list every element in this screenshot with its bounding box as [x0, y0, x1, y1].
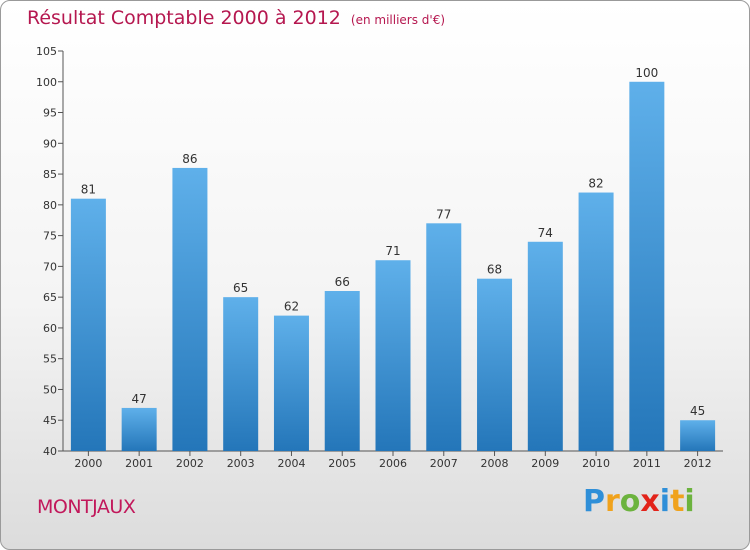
chart-unit: (en milliers d'€)	[350, 13, 446, 27]
y-tick-label: 80	[43, 199, 57, 212]
y-tick-label: 50	[43, 383, 57, 396]
bar-value-label: 74	[538, 226, 553, 240]
bar-value-label: 62	[284, 300, 299, 314]
x-tick-label: 2012	[684, 457, 712, 470]
bar-value-label: 45	[690, 404, 705, 418]
x-tick-label: 2009	[531, 457, 559, 470]
y-tick-label: 75	[43, 230, 57, 243]
bar-value-label: 82	[588, 177, 603, 191]
x-tick-label: 2003	[227, 457, 255, 470]
x-tick-label: 2006	[379, 457, 407, 470]
town-name: MONTJAUX	[37, 496, 136, 518]
bar-value-label: 71	[385, 244, 400, 258]
y-tick-label: 65	[43, 291, 57, 304]
y-tick-label: 60	[43, 322, 57, 335]
x-tick-label: 2007	[430, 457, 458, 470]
y-tick-label: 55	[43, 353, 57, 366]
bar-value-label: 86	[182, 152, 197, 166]
bar-value-label: 65	[233, 281, 248, 295]
logo-letter: i	[684, 484, 695, 519]
bar	[273, 315, 309, 451]
x-tick-label: 2000	[74, 457, 102, 470]
y-tick-label: 90	[43, 137, 57, 150]
x-tick-label: 2011	[633, 457, 661, 470]
bar-value-label: 47	[132, 392, 147, 406]
logo-letter: o	[619, 484, 641, 519]
bar	[426, 223, 462, 451]
bar	[172, 167, 208, 451]
bar	[680, 420, 716, 451]
bar	[223, 297, 259, 451]
y-tick-label: 45	[43, 414, 57, 427]
bar-value-label: 81	[81, 183, 96, 197]
x-tick-label: 2001	[125, 457, 153, 470]
bar-value-label: 68	[487, 263, 502, 277]
bar-value-label: 77	[436, 207, 451, 221]
x-tick-label: 2010	[582, 457, 610, 470]
logo-letter: r	[605, 484, 620, 519]
bar	[324, 291, 360, 451]
logo-letter: i	[659, 484, 671, 519]
bar	[629, 81, 665, 452]
bar-value-label: 100	[635, 66, 658, 80]
y-tick-label: 95	[43, 107, 57, 120]
y-tick-label: 85	[43, 168, 57, 181]
x-tick-label: 2008	[481, 457, 509, 470]
logo-letter: x	[640, 484, 660, 519]
chart-title: Résultat Comptable 2000 à 2012 (en millie…	[27, 7, 445, 29]
x-tick-label: 2002	[176, 457, 204, 470]
x-tick-label: 2004	[277, 457, 305, 470]
y-tick-label: 70	[43, 260, 57, 273]
y-tick-label: 100	[36, 76, 57, 89]
logo-letter: P	[583, 484, 605, 519]
logo-letter: t	[670, 484, 685, 519]
bar-value-label: 66	[335, 275, 350, 289]
bar	[578, 192, 614, 452]
bar	[375, 260, 411, 451]
bar	[70, 198, 106, 451]
y-tick-label: 105	[36, 45, 57, 58]
x-tick-label: 2005	[328, 457, 356, 470]
bar	[477, 278, 513, 451]
bar	[527, 241, 563, 451]
proxiti-logo: Proxiti	[583, 484, 695, 519]
chart-title-text: Résultat Comptable 2000 à 2012	[27, 7, 341, 29]
bar	[121, 407, 157, 451]
y-tick-label: 40	[43, 445, 57, 458]
